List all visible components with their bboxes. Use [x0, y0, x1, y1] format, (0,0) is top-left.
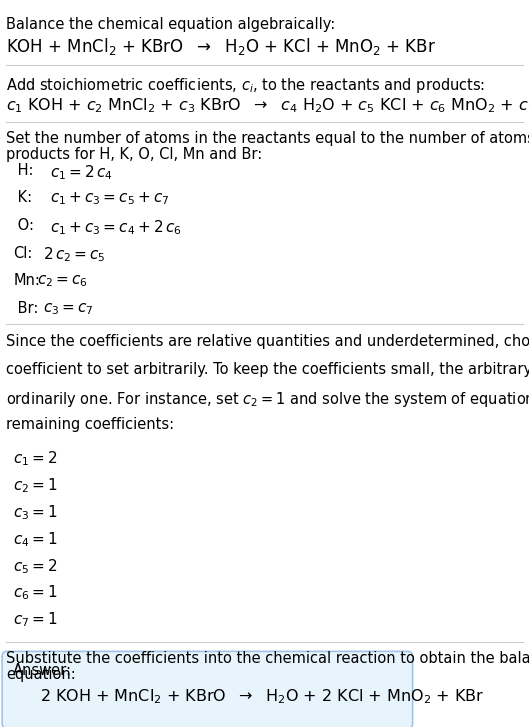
Text: Set the number of atoms in the reactants equal to the number of atoms in the: Set the number of atoms in the reactants…: [6, 131, 529, 146]
Text: $c_3 = 1$: $c_3 = 1$: [13, 503, 58, 522]
Text: H:: H:: [13, 163, 34, 178]
Text: Since the coefficients are relative quantities and underdetermined, choose a: Since the coefficients are relative quan…: [6, 334, 529, 350]
Text: $c_2 = 1$: $c_2 = 1$: [13, 476, 58, 495]
Text: equation:: equation:: [6, 667, 76, 682]
Text: $c_6 = 1$: $c_6 = 1$: [13, 584, 58, 603]
Text: Add stoichiometric coefficients, $c_i$, to the reactants and products:: Add stoichiometric coefficients, $c_i$, …: [6, 76, 486, 95]
Text: Balance the chemical equation algebraically:: Balance the chemical equation algebraica…: [6, 17, 335, 33]
Text: $c_1 = 2$: $c_1 = 2$: [13, 449, 58, 468]
Text: $c_5 = 2$: $c_5 = 2$: [13, 557, 58, 576]
Text: $c_1 = 2\,c_4$: $c_1 = 2\,c_4$: [50, 163, 113, 182]
Text: $2\,c_2 = c_5$: $2\,c_2 = c_5$: [43, 246, 106, 265]
Text: Br:: Br:: [13, 301, 39, 316]
Text: products for H, K, O, Cl, Mn and Br:: products for H, K, O, Cl, Mn and Br:: [6, 147, 262, 162]
Text: Cl:: Cl:: [13, 246, 33, 261]
Text: remaining coefficients:: remaining coefficients:: [6, 417, 175, 433]
Text: $c_1 + c_3 = c_5 + c_7$: $c_1 + c_3 = c_5 + c_7$: [50, 190, 170, 207]
Text: KOH + MnCl$_2$ + KBrO  $\rightarrow$  H$_2$O + KCl + MnO$_2$ + KBr: KOH + MnCl$_2$ + KBrO $\rightarrow$ H$_2…: [6, 36, 436, 57]
Text: $c_1 + c_3 = c_4 + 2\,c_6$: $c_1 + c_3 = c_4 + 2\,c_6$: [50, 218, 182, 237]
Text: $c_4 = 1$: $c_4 = 1$: [13, 530, 58, 549]
Text: K:: K:: [13, 190, 32, 206]
FancyBboxPatch shape: [2, 651, 413, 727]
Text: Mn:: Mn:: [13, 273, 40, 289]
Text: O:: O:: [13, 218, 34, 233]
Text: $c_2 = c_6$: $c_2 = c_6$: [37, 273, 88, 289]
Text: $c_1$ KOH + $c_2$ MnCl$_2$ + $c_3$ KBrO  $\rightarrow$  $c_4$ H$_2$O + $c_5$ KCl: $c_1$ KOH + $c_2$ MnCl$_2$ + $c_3$ KBrO …: [6, 96, 529, 115]
Text: ordinarily one. For instance, set $c_2 = 1$ and solve the system of equations fo: ordinarily one. For instance, set $c_2 =…: [6, 390, 529, 409]
Text: Substitute the coefficients into the chemical reaction to obtain the balanced: Substitute the coefficients into the che…: [6, 651, 529, 667]
Text: $c_3 = c_7$: $c_3 = c_7$: [43, 301, 94, 317]
Text: $c_7 = 1$: $c_7 = 1$: [13, 611, 58, 630]
Text: coefficient to set arbitrarily. To keep the coefficients small, the arbitrary va: coefficient to set arbitrarily. To keep …: [6, 362, 529, 377]
Text: 2 KOH + MnCl$_2$ + KBrO  $\rightarrow$  H$_2$O + 2 KCl + MnO$_2$ + KBr: 2 KOH + MnCl$_2$ + KBrO $\rightarrow$ H$…: [40, 687, 484, 706]
Text: Answer:: Answer:: [13, 663, 72, 678]
